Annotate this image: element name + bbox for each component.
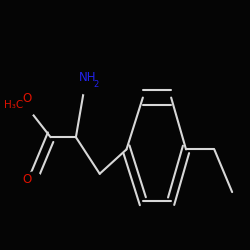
Text: NH: NH [79, 71, 96, 84]
Text: O: O [22, 92, 32, 105]
Text: H₃C: H₃C [4, 100, 23, 110]
Text: O: O [23, 174, 32, 186]
Text: 2: 2 [94, 80, 99, 89]
